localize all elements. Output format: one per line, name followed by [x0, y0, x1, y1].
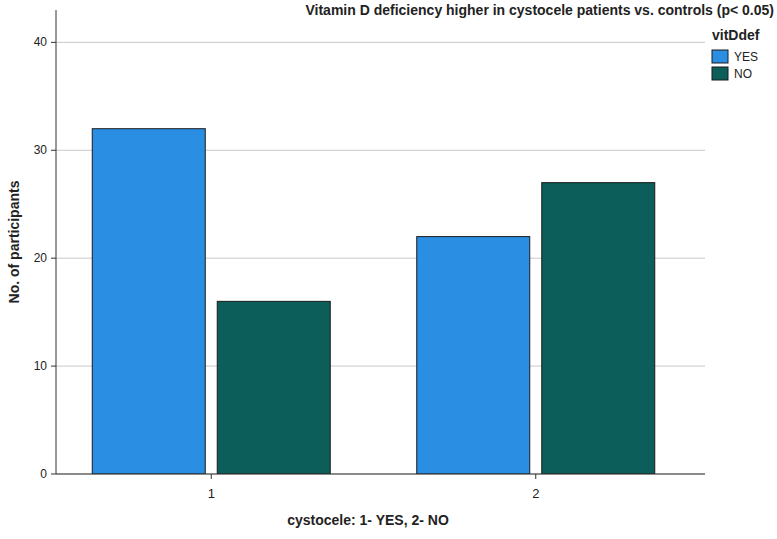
grid-line: [56, 474, 705, 475]
legend-label: NO: [734, 67, 752, 81]
y-axis-label: No. of participants: [6, 180, 22, 303]
title: Vitamin D deficiency higher in cystocele…: [305, 2, 774, 18]
grid-line: [56, 42, 705, 43]
y-tick: [51, 150, 56, 151]
bar: [417, 237, 530, 474]
y-tick-label: 10: [34, 359, 48, 373]
x-tick-label: 1: [208, 486, 215, 501]
legend-title: vitDdef: [712, 27, 760, 43]
x-tick: [535, 474, 536, 479]
y-tick-label: 20: [34, 251, 48, 265]
legend-swatch: [712, 50, 728, 63]
y-tick-label: 0: [40, 467, 47, 481]
y-tick-label: 40: [34, 35, 48, 49]
y-tick: [51, 42, 56, 43]
bars: [92, 129, 655, 474]
bar: [92, 129, 205, 474]
y-tick: [51, 258, 56, 259]
chart: 0 10 20 30 40 1 2 cystocele: 1- YES, 2- NO No. o…: [0, 0, 777, 539]
x-axis: [56, 474, 705, 475]
x-tick-label: 2: [532, 486, 539, 501]
bar: [217, 301, 330, 474]
bar: [542, 183, 655, 474]
y-axis: [56, 10, 57, 474]
legend-swatch: [712, 67, 728, 80]
y-tick-label: 30: [34, 143, 48, 157]
y-tick: [51, 474, 56, 475]
x-axis-label: cystocele: 1- YES, 2- NO: [287, 512, 449, 528]
x-tick: [211, 474, 212, 479]
y-tick: [51, 366, 56, 367]
legend-label: YES: [734, 50, 758, 64]
